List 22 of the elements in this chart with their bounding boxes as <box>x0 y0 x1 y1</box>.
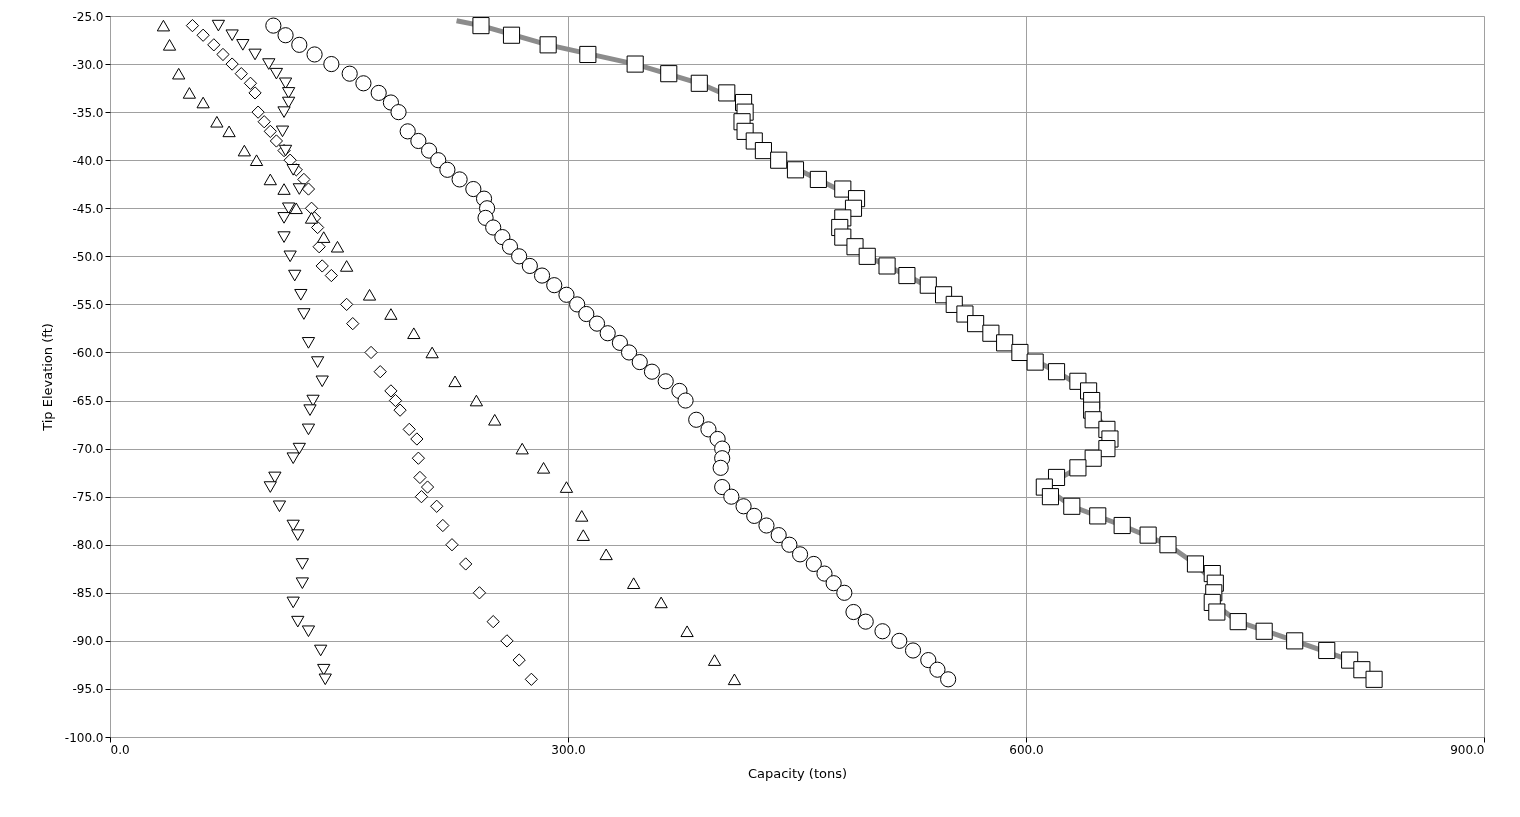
y-tick-label: -100.0 <box>64 730 104 745</box>
y-tick-label: -35.0 <box>72 105 104 120</box>
y-axis-title: Tip Elevation (ft) <box>39 323 55 432</box>
y-tick-label: -65.0 <box>72 394 104 409</box>
y-tick-label: -95.0 <box>72 682 104 697</box>
y-tick-label: -30.0 <box>72 57 104 72</box>
y-tick-label: -80.0 <box>72 538 104 553</box>
y-tick-label: -85.0 <box>72 586 104 601</box>
y-tick-label: -60.0 <box>72 345 104 360</box>
y-tick-label: -25.0 <box>72 9 104 24</box>
x-tick-label: 300.0 <box>551 742 586 757</box>
x-tick-label: 900.0 <box>1450 742 1485 757</box>
y-tick-label: -75.0 <box>72 490 104 505</box>
y-tick-label: -50.0 <box>72 249 104 264</box>
y-tick-label: -40.0 <box>72 153 104 168</box>
x-axis-title: Capacity (tons) <box>747 765 848 781</box>
y-tick-label: -55.0 <box>72 297 104 312</box>
y-tick-label: -45.0 <box>72 201 104 216</box>
x-tick-label: 0.0 <box>110 742 130 757</box>
x-tick-label: 600.0 <box>1009 742 1044 757</box>
y-tick-label: -90.0 <box>72 634 104 649</box>
y-tick-label: -70.0 <box>72 442 104 457</box>
